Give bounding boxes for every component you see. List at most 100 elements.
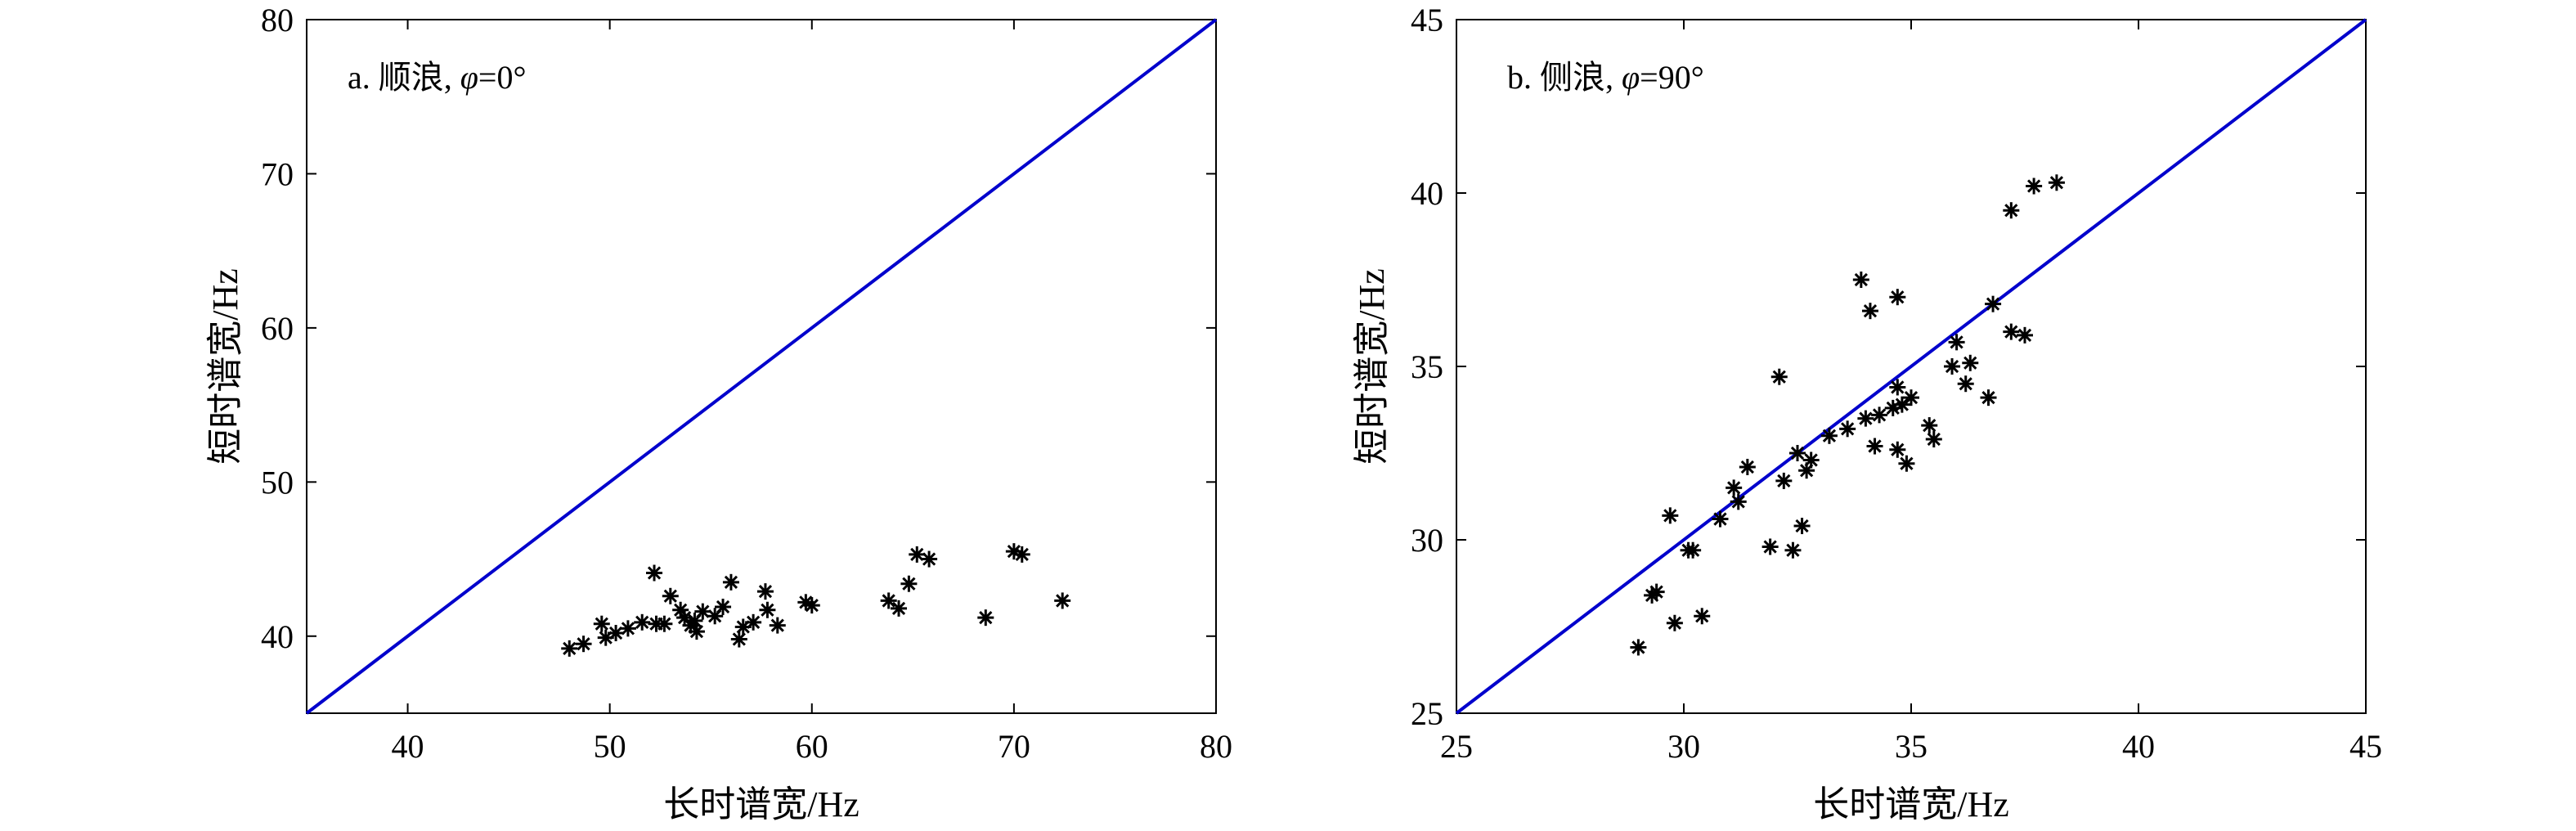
- data-point: [880, 592, 897, 609]
- panel-b-ytick-label: 25: [1411, 695, 1443, 732]
- panel-b-tick-labels: 25 30 35 40 45 25 30 35 40 45: [1411, 2, 2382, 765]
- panel-a-xlabel: 长时谱宽/Hz: [663, 784, 859, 824]
- panel-a-ytick-label: 70: [261, 155, 294, 192]
- data-point: [722, 573, 739, 591]
- panel-b-ytick-label: 40: [1411, 175, 1443, 212]
- panel-a-ytick-label: 80: [261, 2, 294, 38]
- panel-a-tick-labels: 40 50 60 70 80 40 50 60 70 80: [261, 2, 1232, 765]
- data-point: [1775, 472, 1793, 489]
- data-point: [769, 617, 786, 634]
- panel-a-xtick-label: 40: [392, 728, 424, 765]
- panel-a-plot-frame: [306, 19, 1217, 714]
- panel-b-xtick-label: 30: [1667, 728, 1700, 765]
- data-point: [1820, 427, 1838, 444]
- panel-a-ylabel: 短时谱宽/Hz: [205, 268, 245, 465]
- panel-b-annotation-symbol: φ: [1622, 59, 1640, 96]
- data-point: [2003, 202, 2020, 219]
- panel-b-ticks: [1456, 19, 2367, 714]
- data-point: [1866, 438, 1883, 455]
- data-point: [2017, 326, 2033, 344]
- panel-a-ytick-label: 40: [261, 618, 294, 655]
- data-point: [1898, 455, 1915, 472]
- panel-b-ytick-label: 45: [1411, 2, 1443, 38]
- data-point: [1630, 639, 1647, 656]
- panel-b-xlabel: 长时谱宽/Hz: [1813, 784, 2009, 824]
- panel-b-xtick-label: 35: [1895, 728, 1928, 765]
- data-point: [1839, 420, 1856, 438]
- data-point: [1770, 368, 1788, 385]
- panel-a-annotation-symbol: φ: [460, 59, 478, 96]
- data-point: [1730, 493, 1747, 510]
- panel-a-annotation: a. 顺浪, φ=0°: [348, 59, 526, 96]
- data-point: [688, 623, 705, 640]
- panel-b-xtick-label: 25: [1440, 728, 1473, 765]
- data-point: [1893, 396, 1910, 413]
- data-point: [1903, 389, 1919, 407]
- data-point: [1761, 538, 1779, 555]
- data-point: [1948, 334, 1965, 351]
- panel-b-annotation: b. 侧浪, φ=90°: [1507, 59, 1704, 96]
- data-point: [715, 598, 732, 615]
- panel-a-xtick-label: 50: [594, 728, 626, 765]
- data-point: [909, 546, 926, 563]
- data-point: [891, 600, 908, 617]
- panel-b-ylabel: 短时谱宽/Hz: [1352, 268, 1392, 465]
- data-point: [1789, 445, 1806, 461]
- panel-b-reference-line: [1455, 18, 2367, 715]
- panel-a-ytick-label: 60: [261, 310, 294, 347]
- panel-b-annotation-suffix: =90°: [1640, 59, 1704, 96]
- data-point: [756, 583, 774, 600]
- data-point: [745, 613, 762, 631]
- data-point: [921, 550, 938, 568]
- data-point: [1648, 583, 1665, 600]
- data-point: [900, 575, 918, 592]
- panel-a-xtick-label: 80: [1200, 728, 1232, 765]
- data-point: [1857, 410, 1874, 427]
- data-point: [1784, 541, 1802, 559]
- data-point: [1889, 289, 1906, 306]
- data-point: [1957, 375, 1974, 393]
- panel-a-ticks: [307, 19, 1217, 713]
- panel-a-points: [561, 543, 1071, 657]
- data-point: [662, 587, 679, 604]
- panel-a-xtick-label: 70: [998, 728, 1030, 765]
- data-point: [1013, 546, 1030, 563]
- data-point: [575, 636, 592, 653]
- data-point: [1739, 458, 1756, 475]
- data-point: [1980, 389, 1997, 407]
- data-point: [1962, 354, 1979, 371]
- panel-b-ytick-label: 35: [1411, 348, 1443, 385]
- panel-a: 40 50 60 70 80 40 50 60 70 80 a. 顺浪, φ=0° 长时谱宽/Hz…: [205, 2, 1232, 824]
- data-point: [1889, 379, 1906, 396]
- data-point: [977, 609, 994, 627]
- data-point: [694, 603, 711, 620]
- data-point: [1921, 417, 1938, 434]
- data-point: [1852, 272, 1869, 288]
- data-point: [803, 597, 820, 614]
- data-point: [1694, 608, 1711, 625]
- data-point: [608, 625, 625, 642]
- data-point: [2003, 323, 2020, 340]
- data-point: [1802, 451, 1820, 469]
- data-point: [1712, 510, 1729, 528]
- data-point: [1726, 479, 1743, 496]
- data-point: [2048, 174, 2065, 191]
- data-point: [1666, 614, 1683, 631]
- data-point: [730, 631, 747, 648]
- data-point: [1861, 303, 1878, 320]
- data-point: [561, 640, 578, 657]
- panel-b-annotation-prefix: b. 侧浪,: [1507, 59, 1622, 96]
- data-point: [1871, 407, 1888, 424]
- data-point: [593, 615, 610, 632]
- panel-a-annotation-suffix: =0°: [478, 59, 527, 96]
- panel-a-ytick-label: 50: [261, 464, 294, 501]
- panel-b-points: [1630, 174, 2065, 656]
- panel-b-ytick-label: 30: [1411, 522, 1443, 559]
- data-point: [646, 564, 663, 582]
- data-point: [1054, 592, 1071, 609]
- panel-a-xtick-label: 60: [796, 728, 828, 765]
- panel-b: 25 30 35 40 45 25 30 35 40 45 b. 侧浪, φ=90° 长时谱宽/H…: [1352, 2, 2382, 824]
- panel-a-reference-line: [305, 18, 1218, 715]
- data-point: [634, 613, 651, 631]
